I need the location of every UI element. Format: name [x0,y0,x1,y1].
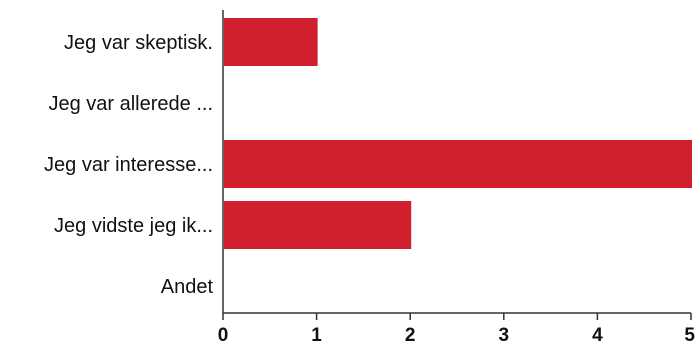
x-tick-label-3: 3 [499,325,510,346]
bar-0 [224,18,318,66]
x-tick-label-4: 4 [592,325,603,346]
category-label-0: Jeg var skeptisk. [64,32,213,54]
category-label-1: Jeg var allerede ... [48,93,213,115]
category-label-3: Jeg vidste jeg ik... [54,215,213,237]
x-tick-label-5: 5 [684,325,695,346]
bar-2 [224,140,692,188]
x-tick-label-0: 0 [218,325,229,346]
axis-layer [222,10,692,320]
x-tick-label-1: 1 [311,325,322,346]
labels-layer: Jeg var skeptisk. Jeg var allerede ... Jeg… [44,32,695,346]
category-label-4: Andet [161,276,214,298]
x-tick-label-2: 2 [405,325,416,346]
bars-layer [224,18,692,249]
category-label-2: Jeg var interesse... [44,154,213,176]
bar-3 [224,201,412,249]
